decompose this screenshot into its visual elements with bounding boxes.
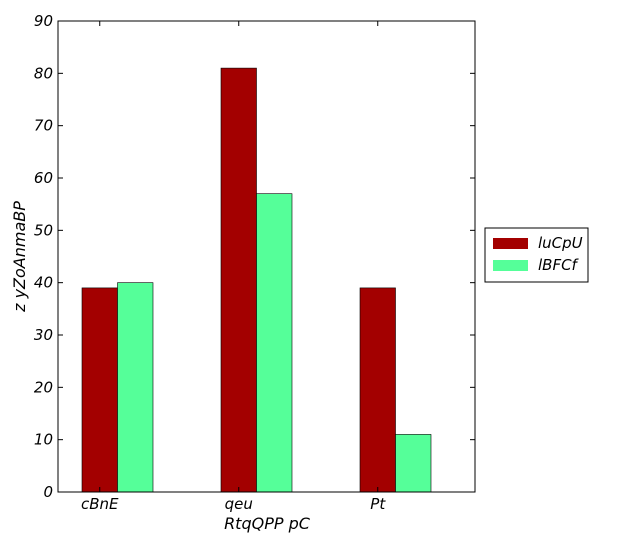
bar-lBFCf-cBnE [117, 282, 154, 493]
plot-frame [57, 20, 476, 493]
y-tick-label: 60 [34, 169, 53, 187]
y-tick-label: 40 [34, 274, 53, 292]
bar-luCpU-Pt [359, 287, 396, 493]
y-axis-ticks: 0 10 20 30 40 50 60 70 80 90 [34, 12, 475, 501]
y-tick-label: 50 [34, 221, 53, 239]
x-tick-label: Pt [370, 495, 386, 513]
bar-lBFCf-Pt [395, 434, 432, 493]
x-axis-label: RtqQPP pC [224, 514, 311, 533]
x-axis-ticks: cBnE qeu Pt [81, 21, 386, 513]
y-tick-label: 10 [34, 431, 53, 449]
bar-luCpU-qeu [220, 67, 257, 493]
bar-luCpU-cBnE [81, 287, 118, 493]
y-tick-label: 80 [34, 64, 53, 82]
legend-swatch-lBFCf [493, 260, 528, 271]
y-tick-label: 90 [34, 12, 53, 30]
legend-swatch-luCpU [493, 238, 528, 249]
legend-label-luCpU: luCpU [538, 234, 583, 252]
x-tick-label: cBnE [81, 495, 119, 513]
bar-lBFCf-qeu [256, 193, 293, 493]
legend: luCpU lBFCf [484, 227, 589, 283]
y-axis-label: z yZoAnmaBP [10, 201, 29, 313]
y-tick-label: 30 [34, 326, 53, 344]
bars-layer [81, 67, 432, 493]
x-tick-label: qeu [225, 495, 253, 513]
y-tick-label: 20 [34, 378, 53, 396]
y-tick-label: 0 [43, 483, 53, 501]
legend-label-lBFCf: lBFCf [538, 256, 580, 274]
y-tick-label: 70 [34, 117, 53, 135]
legend-box [484, 227, 589, 283]
